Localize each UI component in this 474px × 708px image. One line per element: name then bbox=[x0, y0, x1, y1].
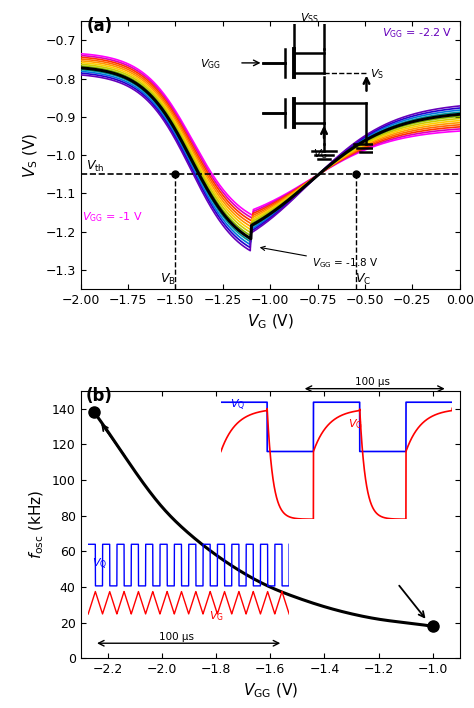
Text: $V_\mathrm{th}$: $V_\mathrm{th}$ bbox=[86, 159, 105, 173]
X-axis label: $V_\mathrm{G}$ (V): $V_\mathrm{G}$ (V) bbox=[246, 312, 294, 331]
Y-axis label: $f_\mathrm{osc}$ (kHz): $f_\mathrm{osc}$ (kHz) bbox=[28, 490, 46, 559]
Text: $V_\mathrm{B}$: $V_\mathrm{B}$ bbox=[160, 273, 176, 287]
Text: $V_\mathrm{GG}$ = -1 V: $V_\mathrm{GG}$ = -1 V bbox=[82, 210, 143, 224]
Y-axis label: $V_\mathrm{S}$ (V): $V_\mathrm{S}$ (V) bbox=[21, 132, 40, 178]
Text: $V_\mathrm{C}$: $V_\mathrm{C}$ bbox=[355, 273, 371, 287]
Text: (b): (b) bbox=[86, 387, 113, 406]
X-axis label: $V_\mathrm{GG}$ (V): $V_\mathrm{GG}$ (V) bbox=[243, 682, 298, 700]
Text: (a): (a) bbox=[86, 17, 112, 35]
Text: $V_\mathrm{GG}$ = -2.2 V: $V_\mathrm{GG}$ = -2.2 V bbox=[382, 26, 452, 40]
Text: $V_\mathrm{GG}$ = -1.8 V: $V_\mathrm{GG}$ = -1.8 V bbox=[261, 246, 378, 270]
